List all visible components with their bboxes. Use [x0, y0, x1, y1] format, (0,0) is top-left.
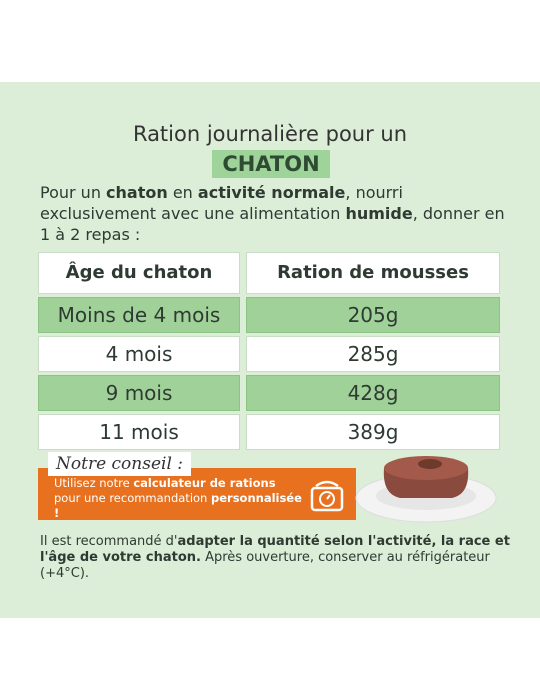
table: Âge du chaton Ration de mousses Moins de 4… — [38, 252, 500, 453]
text-segment: Pour un — [40, 183, 107, 202]
text-segment: en — [167, 183, 198, 202]
text-segment: calculateur de rations — [133, 476, 276, 490]
table-row: 11 mois 389g — [38, 414, 500, 450]
text-segment: Après ouverture, conserver au réfrigérat… — [40, 550, 490, 581]
advice-box — [38, 468, 356, 520]
text-segment: activité normale — [197, 183, 346, 202]
header-cell: Âge du chaton — [38, 252, 240, 294]
text-segment: adapter la quantité selon l'activité, la… — [40, 534, 510, 565]
text-segment: chaton — [106, 183, 168, 202]
table-cell: 9 mois — [38, 375, 240, 411]
table-cell: Moins de 4 mois — [38, 297, 240, 333]
table-cell: 205g — [246, 297, 500, 333]
title-highlight: CHATON — [212, 150, 330, 178]
text-segment: , nourri exclusivement avec une alimenta… — [40, 183, 403, 223]
scale-icon — [310, 480, 344, 512]
table-cell: 11 mois — [38, 414, 240, 450]
table-row: 9 mois 428g — [38, 375, 500, 411]
advice-label: Notre conseil : — [48, 452, 192, 476]
text-segment: humide — [345, 204, 413, 223]
text-segment: personnalisée ! — [54, 491, 302, 520]
text-segment: , donner en 1 à 2 repas : — [40, 204, 505, 244]
header-row: Âge du chaton Ration de mousses — [38, 252, 500, 294]
intro: Pour un chaton en activité normale, nour… — [40, 182, 510, 245]
title: Ration journalière pour un — [132, 122, 408, 146]
footer: Il est recommandé d'adapter la quantité … — [40, 534, 510, 582]
table-cell: 4 mois — [38, 336, 240, 372]
text-segment: pour une recommandation — [54, 491, 211, 505]
plate-image — [355, 456, 497, 523]
header-cell: Ration de mousses — [246, 252, 500, 294]
table-cell: 285g — [246, 336, 500, 372]
table-cell: 389g — [246, 414, 500, 450]
table-row: Moins de 4 mois 205g — [38, 297, 500, 333]
text-segment: Utilisez notre — [54, 476, 134, 490]
text-segment: Il est recommandé d' — [40, 534, 178, 549]
advice-text: Utilisez notre calculateur de rations po… — [54, 476, 304, 521]
table-cell: 428g — [246, 375, 500, 411]
table-row: 4 mois 285g — [38, 336, 500, 372]
